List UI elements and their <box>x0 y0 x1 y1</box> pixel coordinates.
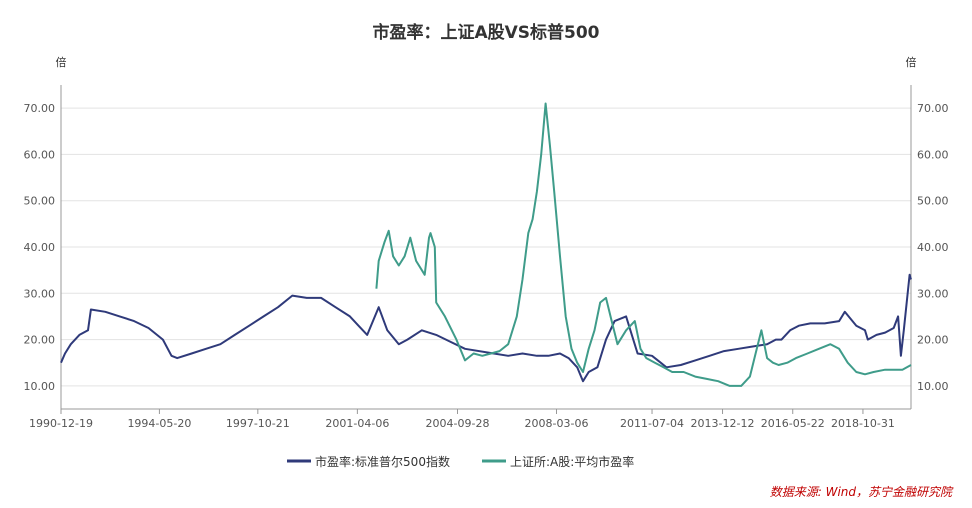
source-note: 数据来源: Wind，苏宁金融研究院 <box>770 485 954 499</box>
y-tick-label-right: 20.00 <box>917 334 949 347</box>
y-tick-label-left: 10.00 <box>24 380 56 393</box>
legend-item-sse[interactable]: 上证所:A股:平均市盈率 <box>482 454 634 469</box>
x-tick-label: 2008-03-06 <box>525 417 589 430</box>
x-tick-label: 1994-05-20 <box>127 417 191 430</box>
legend-item-sp500[interactable]: 市盈率:标准普尔500指数 <box>287 454 450 469</box>
y-tick-label-left: 70.00 <box>24 102 56 115</box>
y-tick-label-left: 40.00 <box>24 241 56 254</box>
legend[interactable]: 市盈率:标准普尔500指数 上证所:A股:平均市盈率 <box>287 454 634 469</box>
x-tick-label: 2018-10-31 <box>831 417 895 430</box>
y-tick-label-right: 10.00 <box>917 380 949 393</box>
x-tick-label: 2016-05-22 <box>761 417 825 430</box>
legend-label-sp500: 市盈率:标准普尔500指数 <box>315 454 450 469</box>
axes <box>60 85 912 414</box>
tick-labels: 10.00 10.00 20.00 20.00 30.00 30.00 40.00 40.00… <box>24 102 949 430</box>
y-tick-label-left: 50.00 <box>24 195 56 208</box>
x-tick-label: 1997-10-21 <box>226 417 290 430</box>
grid-lines <box>61 107 911 387</box>
y-tick-label-left: 30.00 <box>24 287 56 300</box>
right-axis-unit: 倍 <box>906 55 917 69</box>
x-tick-label: 2011-07-04 <box>620 417 684 430</box>
x-tick-label: 2013-12-12 <box>691 417 755 430</box>
y-tick-label-right: 60.00 <box>917 148 949 161</box>
legend-label-sse: 上证所:A股:平均市盈率 <box>510 454 634 469</box>
y-tick-label-left: 60.00 <box>24 148 56 161</box>
chart-title: 市盈率：上证A股VS标普500 <box>372 22 599 43</box>
y-tick-label-right: 50.00 <box>917 195 949 208</box>
series-line-sp500 <box>60 273 912 383</box>
y-tick-label-right: 70.00 <box>917 102 949 115</box>
x-tick-label: 1990-12-19 <box>29 417 93 430</box>
y-tick-label-right: 30.00 <box>917 287 949 300</box>
x-tick-label: 2004-09-28 <box>426 417 490 430</box>
left-axis-unit: 倍 <box>56 55 67 69</box>
y-tick-label-right: 40.00 <box>917 241 949 254</box>
y-tick-label-left: 20.00 <box>24 334 56 347</box>
series-line-sse <box>375 102 912 387</box>
series-lines <box>60 102 912 387</box>
x-tick-label: 2001-04-06 <box>325 417 389 430</box>
